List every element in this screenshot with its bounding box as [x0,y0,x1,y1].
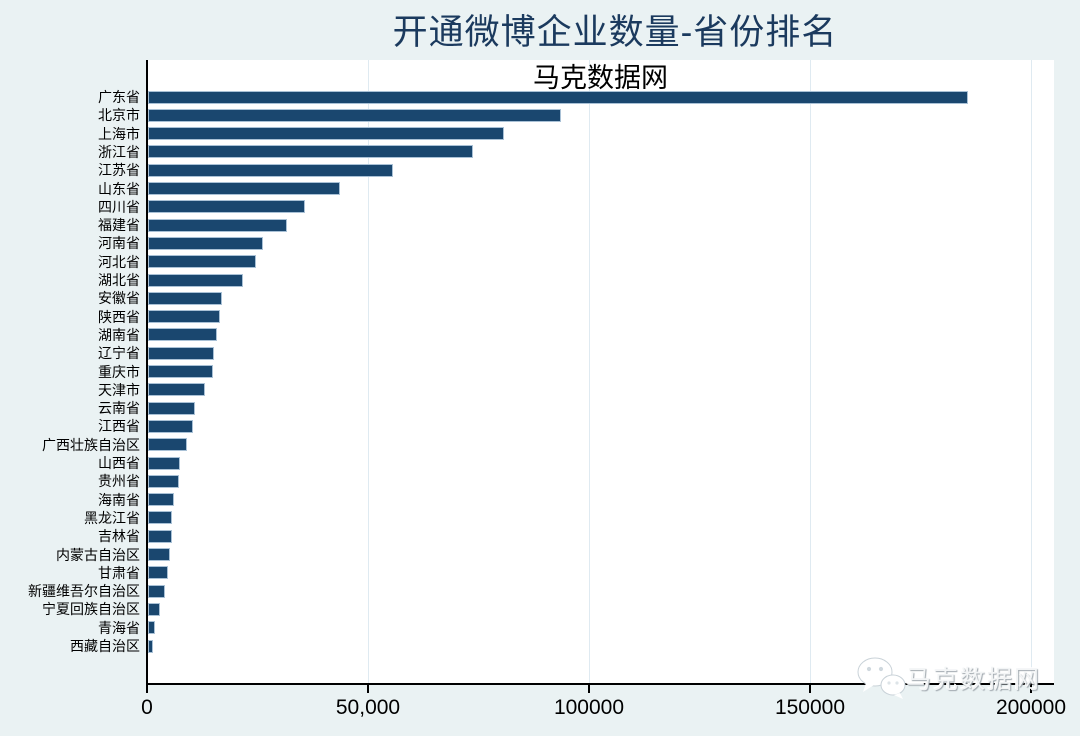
y-axis-label: 湖北省 [98,272,140,288]
x-axis-line [146,683,1054,685]
y-axis-label: 江西省 [98,418,140,435]
y-axis-label: 黑龙江省 [84,509,140,526]
y-axis-label: 海南省 [98,491,140,508]
gridline [588,60,590,683]
y-axis-label: 安徽省 [98,290,140,307]
y-axis-line [146,60,148,683]
y-axis-label: 内蒙古自治区 [56,546,140,563]
bar [148,145,473,159]
y-axis-label: 新疆维吾尔自治区 [28,583,140,600]
chart-subtitle: 马克数据网 [533,63,668,93]
chart-title: 开通微博企业数量-省份排名 [392,13,838,52]
bar [148,438,188,452]
watermark-text: 马克数据网 [906,666,1042,694]
y-axis-label: 陕西省 [98,308,140,325]
bar [148,310,220,324]
y-axis-label: 河南省 [98,235,140,252]
bar [148,511,173,525]
bar [148,474,180,488]
y-axis-label: 山东省 [98,180,140,197]
bar [148,200,305,214]
y-axis-label: 辽宁省 [98,345,140,362]
y-axis-label: 西藏自治区 [70,638,140,654]
x-tick-label: 100000 [553,696,625,719]
bar [148,602,161,616]
x-tick-label: 150000 [774,696,846,719]
bar [148,127,504,141]
bar [148,456,181,470]
bar [148,108,562,122]
watermark: 马克数据网 [856,655,1041,701]
bar [148,346,215,360]
bar [148,529,173,543]
y-axis-label: 江苏省 [98,162,140,179]
y-axis-label: 上海市 [98,125,140,142]
gridline [809,60,811,683]
bar [148,236,263,250]
x-tick [367,685,369,693]
y-axis-label: 贵州省 [98,473,140,490]
bar [148,639,154,653]
y-axis-label: 北京市 [98,107,140,124]
bar [148,493,174,507]
x-tick [146,685,148,693]
bar [148,419,193,433]
bar [148,328,218,342]
bar [148,218,288,232]
y-axis-label: 青海省 [98,619,140,636]
bar [148,584,166,598]
gridline [1030,60,1032,683]
y-axis-label: 天津市 [98,381,140,398]
y-axis-label: 重庆市 [98,363,140,380]
bar [148,383,205,397]
y-axis-label: 浙江省 [98,143,140,160]
y-axis-label: 四川省 [98,198,140,215]
y-axis-label: 山西省 [98,455,140,471]
bar [148,90,968,104]
y-axis-label: 福建省 [98,217,140,234]
y-axis-label: 宁夏回族自治区 [42,601,140,618]
y-axis-label: 湖南省 [98,326,140,343]
x-tick-label: 50,000 [335,696,401,719]
x-tick [588,685,590,693]
y-axis-label: 云南省 [98,400,140,417]
bar [148,548,170,561]
gridline [367,60,369,683]
y-axis-label: 广西壮族自治区 [42,436,140,453]
bar [148,566,169,580]
bar [148,291,223,305]
bar [148,621,155,635]
y-axis-label: 广东省 [98,89,140,105]
y-axis-label: 吉林省 [98,528,140,545]
wechat-icon [857,657,906,699]
bar [148,365,213,378]
bar [148,255,257,269]
bar [148,182,341,195]
x-tick [809,685,811,693]
x-tick [1030,685,1032,693]
bar [148,401,196,415]
bar [148,273,243,287]
x-tick-label: 200000 [995,696,1067,719]
bar [148,163,394,177]
x-tick-label: 0 [141,696,153,719]
y-axis-label: 甘肃省 [98,564,140,581]
y-axis-label: 河北省 [98,253,140,270]
